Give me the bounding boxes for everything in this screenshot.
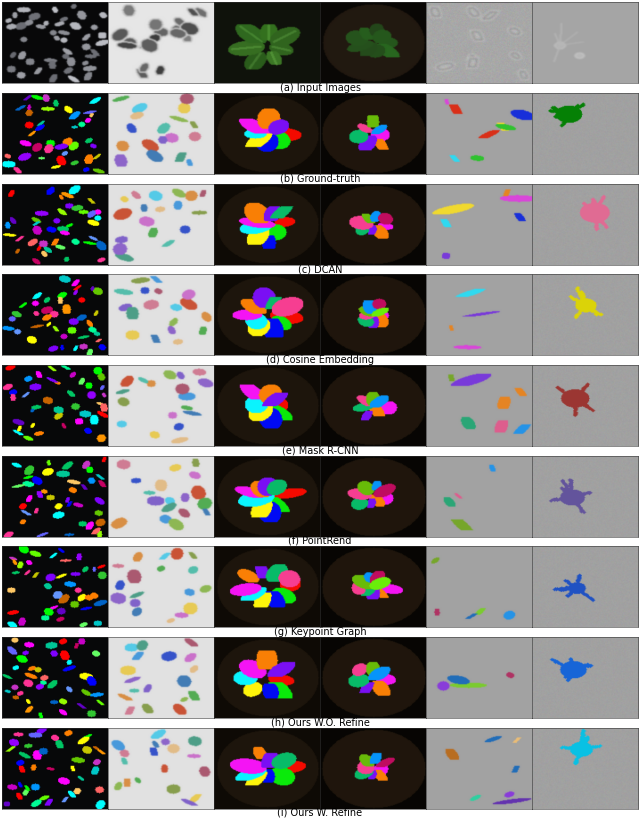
- Text: (h) Ours W.O. Refine: (h) Ours W.O. Refine: [271, 717, 369, 728]
- Text: (d) Cosine Embedding: (d) Cosine Embedding: [266, 355, 374, 365]
- Text: (i) Ours W. Refine: (i) Ours W. Refine: [277, 808, 363, 818]
- Text: (e) Mask R-CNN: (e) Mask R-CNN: [282, 446, 358, 455]
- Text: (b) Ground-truth: (b) Ground-truth: [280, 173, 360, 183]
- Text: (c) DCAN: (c) DCAN: [298, 264, 342, 274]
- Text: (f) PointRend: (f) PointRend: [288, 536, 352, 546]
- Text: (a) Input Images: (a) Input Images: [280, 82, 360, 92]
- Text: (g) Keypoint Graph: (g) Keypoint Graph: [274, 627, 366, 637]
